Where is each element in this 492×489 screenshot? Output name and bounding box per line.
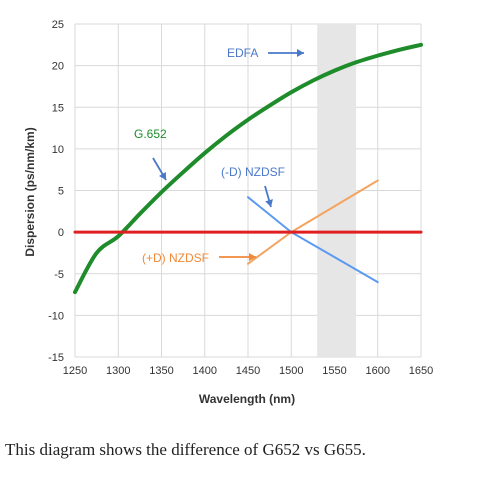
x-tick-label: 1250 [63, 365, 87, 377]
y-tick-label: -15 [48, 352, 64, 364]
annotation-plus-d-nzdsf: (+D) NZDSF [142, 251, 209, 265]
x-axis-title: Wavelength (nm) [199, 392, 295, 406]
y-tick-label: 5 [58, 186, 64, 198]
x-tick-label: 1600 [366, 365, 390, 377]
minus-d-nzdsf-line [247, 196, 379, 284]
edfa-band [317, 24, 357, 357]
x-tick-label: 1550 [322, 365, 346, 377]
g652-arrow [152, 157, 167, 181]
g652-line [73, 42, 423, 295]
edfa-band-rect [317, 24, 357, 357]
annotation-minus-d-nzdsf: (-D) NZDSF [221, 165, 285, 179]
y-axis-title: Dispersion (ps/nm/km) [23, 127, 37, 256]
y-tick-label: 20 [52, 61, 64, 73]
annotation-edfa: EDFA [227, 46, 258, 60]
x-tick-label: 1400 [193, 365, 217, 377]
grid [74, 23, 422, 358]
annotation-arrows [152, 49, 304, 261]
plus-d-nzdsf-arrow-head [249, 253, 256, 261]
x-tick-label: 1500 [279, 365, 303, 377]
minus-d-nzdsf-arrow-head [265, 199, 273, 207]
y-tick-label: -5 [54, 269, 64, 281]
y-tick-label: 25 [52, 19, 64, 31]
x-tick-label: 1650 [409, 365, 433, 377]
y-tick-label: 0 [58, 227, 64, 239]
edfa-arrow-head [297, 49, 304, 57]
series-group [73, 42, 423, 295]
x-tick-label: 1300 [106, 365, 130, 377]
x-tick-label: 1450 [236, 365, 260, 377]
minus-d-nzdsf-arrow [264, 185, 273, 208]
y-tick-label: -10 [48, 310, 64, 322]
y-tick-label: 15 [52, 102, 64, 114]
edfa-arrow [268, 49, 304, 57]
plus-d-nzdsf-arrow [219, 253, 256, 261]
y-tick-label: 10 [52, 144, 64, 156]
x-tick-label: 1350 [149, 365, 173, 377]
x-tick-labels: 1250 1300 1350 1400 1450 1500 1550 1600 1650 [63, 365, 433, 377]
y-tick-labels: -15 -10 -5 0 5 10 15 20 25 [48, 19, 64, 364]
annotation-g652: G.652 [134, 127, 167, 141]
caption: This diagram shows the difference of G65… [5, 440, 366, 459]
g652-arrow-head [158, 171, 166, 180]
